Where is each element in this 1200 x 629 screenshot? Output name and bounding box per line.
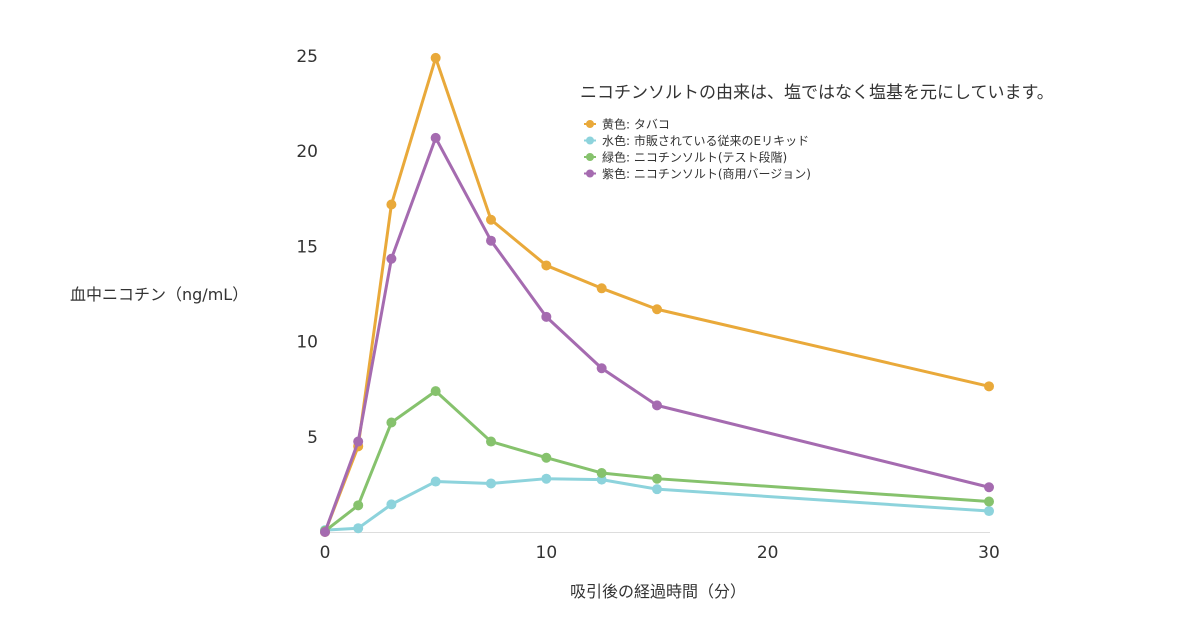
data-point [541, 260, 552, 271]
data-point [430, 476, 441, 487]
legend-marker [586, 120, 594, 128]
y-tick-label: 15 [296, 237, 318, 257]
data-point [386, 253, 397, 264]
data-point [386, 499, 397, 510]
legend-entry: 紫色: ニコチンソルト(商用バージョン) [602, 166, 811, 181]
series-line [323, 136, 990, 533]
data-point [430, 52, 441, 63]
data-point [486, 436, 496, 447]
series-line [324, 389, 990, 533]
data-point [486, 214, 496, 225]
data-point [596, 283, 607, 294]
data-point [386, 417, 397, 428]
data-point [430, 132, 441, 143]
data-point [353, 523, 364, 534]
legend-entry: 水色: 市販されている従来のEリキッド [602, 133, 809, 148]
data-point [541, 452, 552, 463]
x-tick-label: 30 [978, 543, 1000, 563]
legend-entry: 緑色: ニコチンソルト(テスト段階) [602, 150, 787, 165]
data-point [984, 482, 994, 493]
data-point [353, 436, 364, 447]
y-axis-label: 血中ニコチン（ng/mL） [70, 285, 248, 304]
y-tick-label: 25 [296, 47, 318, 67]
chart-title: ニコチンソルトの由来は、塩ではなく塩基を元にしています。 [580, 83, 1054, 103]
data-point [652, 304, 662, 315]
data-point [320, 527, 330, 537]
legend-marker [586, 153, 594, 161]
x-tick-label: 10 [536, 543, 558, 563]
data-point [486, 478, 496, 489]
x-tick-label: 0 [320, 543, 331, 563]
data-point [984, 496, 994, 507]
data-point [984, 506, 994, 517]
data-point [652, 400, 662, 411]
legend-marker [586, 136, 594, 145]
data-point [596, 467, 607, 478]
data-point [596, 363, 607, 374]
data-point [652, 473, 662, 484]
data-point [541, 473, 552, 484]
x-tick-label: 20 [757, 543, 779, 563]
legend-marker [586, 169, 594, 178]
data-point [541, 311, 552, 322]
y-tick-label: 10 [296, 333, 318, 353]
x-axis-label: 吸引後の経過時間（分） [570, 582, 746, 601]
y-tick-label: 20 [296, 142, 318, 162]
y-tick-label: 5 [307, 428, 318, 448]
data-point [652, 484, 662, 495]
data-point [353, 500, 364, 511]
data-point [430, 386, 441, 397]
data-point [984, 381, 994, 392]
data-point [386, 199, 397, 210]
legend-entry: 黄色: タバコ [602, 118, 670, 132]
data-point [486, 235, 496, 246]
